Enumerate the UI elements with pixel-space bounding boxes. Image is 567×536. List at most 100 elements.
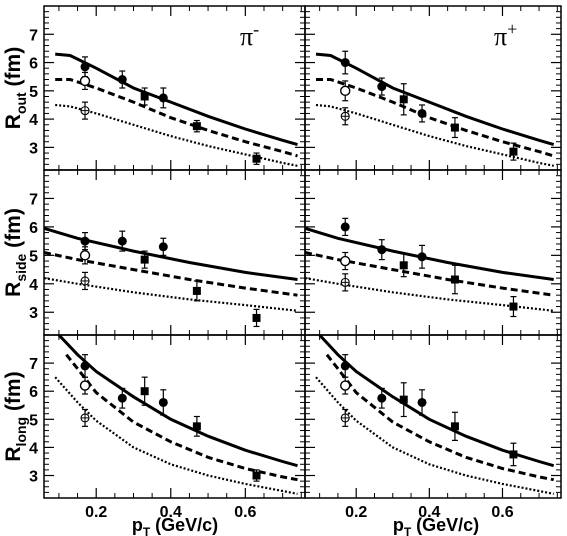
data-point-filled-circle bbox=[117, 387, 127, 409]
x-tick-label: 0.6 bbox=[491, 504, 513, 521]
panel-0-0 bbox=[43, 5, 306, 171]
data-point-open-circle bbox=[340, 251, 351, 271]
marker-open-circle bbox=[340, 255, 351, 267]
panel-frame bbox=[43, 5, 306, 171]
data-point-open-circle bbox=[340, 80, 351, 102]
data-point-open-cross-circle bbox=[80, 101, 90, 120]
data-point-filled-circle bbox=[377, 387, 387, 409]
data-point-filled-square bbox=[252, 152, 261, 165]
y-axis-title-sub: out bbox=[13, 92, 29, 114]
model-curve-dashed bbox=[55, 78, 298, 158]
y-axis-title: Rout (fm) bbox=[2, 47, 29, 129]
marker-filled-circle bbox=[417, 397, 427, 407]
data-point-filled-square bbox=[140, 87, 149, 106]
y-axis-title: Rside (fm) bbox=[2, 208, 29, 297]
y-tick-label: 7 bbox=[29, 191, 38, 208]
panel-2-0 bbox=[43, 334, 306, 499]
model-curve-solid bbox=[44, 226, 298, 281]
y-axis-title-sub: long bbox=[13, 417, 29, 447]
data-point-open-cross-circle bbox=[80, 408, 90, 427]
data-point-filled-circle bbox=[417, 104, 427, 123]
model-curve-dotted bbox=[54, 376, 298, 495]
marker-filled-circle bbox=[80, 62, 90, 72]
x-tick-label: 0.4 bbox=[418, 504, 440, 521]
y-tick-label: 7 bbox=[29, 27, 38, 44]
marker-filled-square bbox=[192, 286, 201, 295]
model-curve-solid bbox=[315, 52, 555, 147]
model-curve-dotted bbox=[305, 277, 554, 312]
marker-filled-square bbox=[509, 302, 518, 311]
data-point-filled-square bbox=[192, 415, 201, 437]
marker-filled-circle bbox=[158, 397, 168, 407]
marker-filled-square bbox=[450, 275, 459, 284]
x-tick-label: 0.4 bbox=[160, 504, 182, 521]
y-axis-title-unit: (fm) bbox=[2, 371, 25, 417]
marker-filled-circle bbox=[117, 236, 127, 246]
marker-filled-square bbox=[252, 154, 261, 163]
model-curve-dotted bbox=[55, 103, 298, 167]
data-point-filled-circle bbox=[158, 237, 168, 256]
y-tick-label: 6 bbox=[29, 220, 38, 237]
data-point-open-circle bbox=[79, 246, 91, 265]
marker-filled-circle bbox=[158, 93, 168, 103]
model-curve-dashed bbox=[316, 78, 555, 158]
marker-filled-circle bbox=[340, 58, 350, 68]
marker-filled-circle bbox=[377, 393, 387, 403]
data-point-open-cross-circle bbox=[340, 273, 350, 292]
marker-filled-square bbox=[399, 395, 408, 404]
y-tick-label: 3 bbox=[29, 469, 38, 486]
data-point-filled-square bbox=[252, 308, 261, 328]
y-tick-label: 4 bbox=[29, 277, 38, 294]
panel-2-1 bbox=[304, 334, 562, 499]
marker-filled-circle bbox=[80, 236, 90, 246]
marker-filled-circle bbox=[117, 75, 127, 85]
data-point-filled-square bbox=[509, 295, 518, 318]
marker-filled-square bbox=[252, 471, 261, 480]
x-axis-title-unit: (GeV/c) bbox=[411, 515, 479, 535]
data-point-filled-circle bbox=[340, 50, 350, 75]
marker-filled-square bbox=[140, 92, 149, 101]
x-axis-title-sub: T bbox=[404, 525, 412, 536]
y-tick-label: 6 bbox=[29, 56, 38, 73]
marker-filled-square bbox=[509, 450, 518, 459]
data-point-open-circle bbox=[79, 376, 91, 395]
data-point-filled-circle bbox=[377, 239, 387, 261]
marker-filled-circle bbox=[417, 108, 427, 118]
marker-filled-square bbox=[450, 422, 459, 431]
y-axis-title-unit: (fm) bbox=[2, 208, 25, 254]
x-axis-title-unit: (GeV/c) bbox=[150, 515, 218, 535]
marker-filled-circle bbox=[80, 361, 90, 371]
data-point-filled-circle bbox=[117, 230, 127, 252]
y-axis-title-unit: (fm) bbox=[2, 47, 25, 93]
data-point-filled-circle bbox=[340, 217, 350, 237]
column-label-sign: - bbox=[253, 19, 259, 39]
panel-1-0 bbox=[43, 169, 306, 336]
y-tick-label: 5 bbox=[29, 248, 38, 265]
x-axis-title: pT (GeV/c) bbox=[393, 515, 479, 536]
x-tick-label: 0.2 bbox=[85, 504, 107, 521]
data-point-filled-circle bbox=[117, 70, 127, 89]
model-curve-solid bbox=[55, 52, 298, 147]
data-point-filled-square bbox=[140, 250, 149, 269]
data-point-filled-square bbox=[450, 117, 459, 139]
data-point-filled-circle bbox=[417, 244, 427, 269]
data-point-filled-square bbox=[192, 280, 201, 302]
marker-filled-circle bbox=[377, 82, 387, 92]
marker-filled-square bbox=[509, 147, 518, 156]
x-axis-title: pT (GeV/c) bbox=[132, 515, 218, 536]
y-tick-label: 3 bbox=[29, 305, 38, 322]
y-tick-label: 7 bbox=[29, 356, 38, 373]
model-curve-dashed bbox=[44, 251, 298, 297]
data-point-filled-circle bbox=[377, 77, 387, 96]
panel-0-1 bbox=[304, 5, 562, 171]
panel-frame bbox=[304, 334, 562, 499]
model-curve-dotted bbox=[44, 277, 298, 312]
marker-open-circle bbox=[340, 85, 351, 97]
column-label-sign: + bbox=[507, 19, 517, 39]
marker-filled-circle bbox=[377, 245, 387, 255]
data-point-filled-square bbox=[509, 142, 518, 161]
data-point-filled-square bbox=[450, 411, 459, 441]
model-curve-dotted bbox=[315, 376, 554, 495]
marker-filled-square bbox=[252, 313, 261, 322]
